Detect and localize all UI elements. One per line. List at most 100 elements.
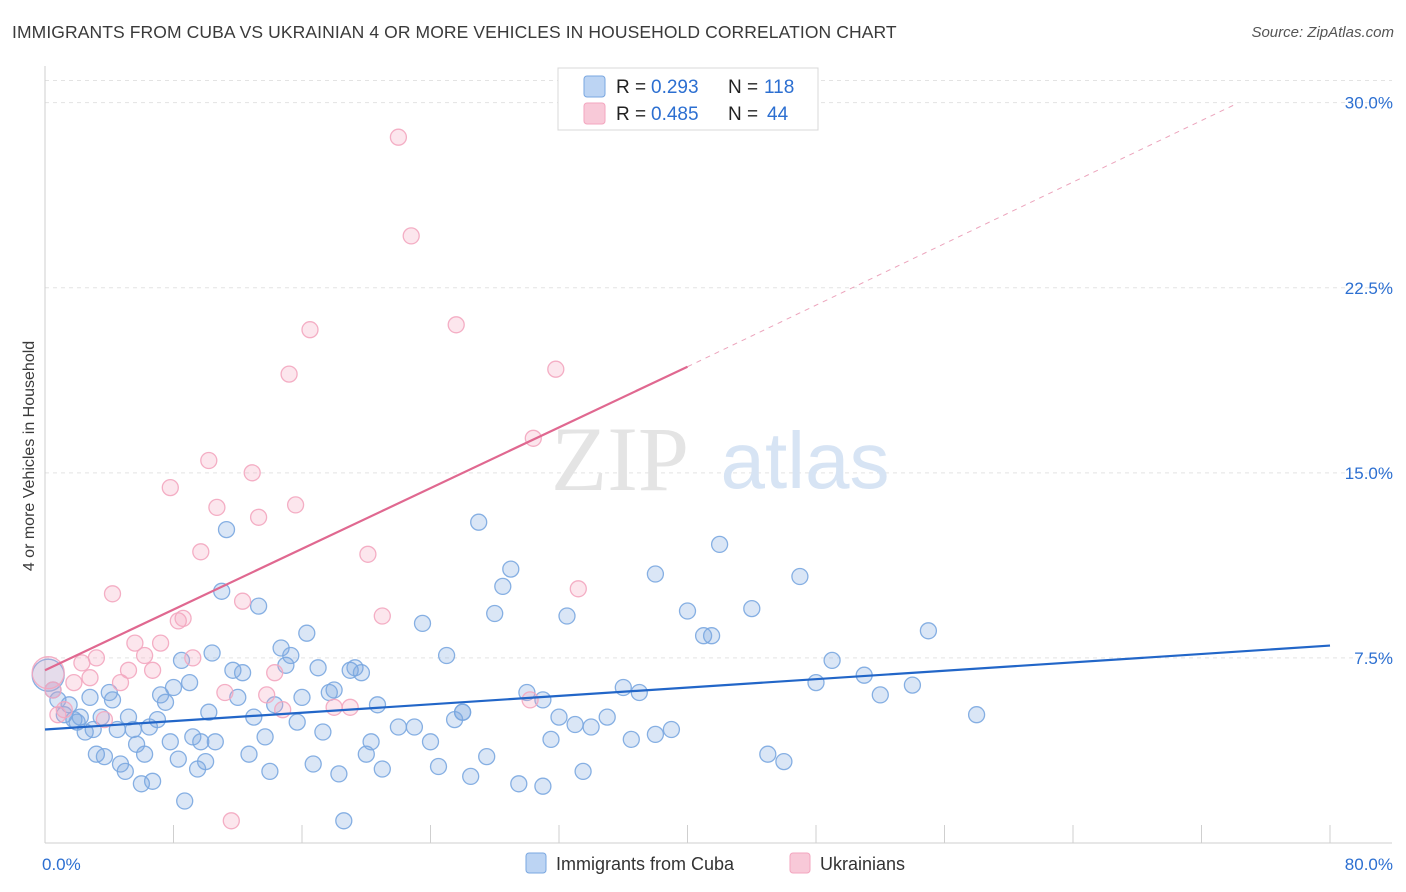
cuba-point [413,614,432,633]
cuba-point [325,681,343,699]
ukrainians-point [359,545,377,563]
watermark-zip: ZIP [551,408,689,510]
ukrainians-point [151,634,170,652]
ukrainians-point [161,478,179,497]
stats-legend: R = 0.293 N = 118 R = 0.485 N = 44 [557,67,819,131]
grid-layer [45,79,1392,659]
ukrainians-point [184,649,202,667]
bottom-legend-label-ukrainians: Ukrainians [820,854,905,874]
cuba-point [176,792,194,810]
ukrainians-point [447,316,465,334]
ukrainians-point [569,580,587,598]
cuba-point [49,691,67,709]
cuba-point [261,762,279,781]
cuba-point [373,760,391,778]
cuba-point [203,644,221,662]
cuba-point [95,747,114,766]
legend-r-value-ukrainians: 0.485 [651,104,699,125]
ukrainians-point [174,609,192,628]
y-tick-label-1: 15.0% [1345,464,1393,483]
x-tick-label-0: 0.0% [42,855,81,874]
watermark: ZIP atlas [551,408,889,510]
cuba-point [233,664,252,682]
trend-layer [44,104,1331,731]
source-label: Source: ZipAtlas.com [1251,24,1394,41]
ukrainians-point [325,698,343,716]
cuba-point [494,577,512,596]
ukrainians-point [169,612,187,630]
cuba-point [759,745,777,763]
axis-layer [44,66,1392,844]
cuba-point [582,718,600,736]
ukrainians-point [222,812,240,830]
cuba-point [156,693,175,711]
y-tick-label-0: 7.5% [1354,649,1393,668]
cuba-point [743,599,761,618]
ukrainians-point [55,701,73,719]
ukrainians-point [208,498,226,517]
y-axis-title: 4 or more Vehicles in Household [21,341,38,571]
cuba-trend-line [44,644,1331,731]
ukrainians-point [81,669,99,687]
cuba-point [240,745,258,763]
cuba-point [282,646,300,665]
cuba-point [288,713,306,731]
cuba-point [352,664,371,682]
cuba-point [453,703,472,721]
cuba-point [510,775,528,793]
cuba-point [362,733,380,751]
ukrainians-point [44,681,62,699]
cuba-point [164,678,183,697]
cuba-point [196,752,215,771]
ukrainians-point [521,691,539,709]
cuba-point [429,757,448,776]
cuba-point [678,602,697,620]
ukrainians-point [103,585,122,603]
series-legend: Immigrants from Cuba Ukrainians [525,852,905,874]
legend-n-label-ukrainians: N = [728,104,758,125]
x-tick-label-1: 80.0% [1345,855,1393,874]
cuba-point [574,762,592,781]
ukrainians-point [143,661,162,679]
y-tick-labels: 7.5% 15.0% 22.5% 30.0% [1345,94,1393,668]
cuba-point [200,703,218,721]
cuba-point [206,733,224,751]
cuba-point [807,673,825,692]
cuba-point [293,688,311,707]
cuba-point [646,725,665,744]
cuba-point [368,696,387,714]
cuba-point [919,622,938,640]
legend-n-value-ukrainians: 44 [767,104,789,125]
ukrainians-point [119,661,138,679]
ukrainians-point [402,227,420,245]
y-tick-label-2: 22.5% [1345,279,1393,298]
cuba-point [662,720,681,739]
cuba-point [437,646,456,665]
cuba-point [462,767,480,786]
ukrainians-point [200,451,218,470]
points-layer [31,128,986,830]
cuba-point [249,597,268,615]
cuba-point [180,673,199,692]
ukrainians-point [341,698,359,716]
cuba-point [314,723,332,741]
ukrainians-point [547,360,565,378]
ukrainians-point [280,365,298,383]
cuba-point [542,730,560,749]
legend-r-value-cuba: 0.293 [651,77,699,98]
chart-title: IMMIGRANTS FROM CUBA VS UKRAINIAN 4 OR M… [12,22,897,42]
cuba-point [566,715,584,734]
cuba-point [558,607,576,625]
cuba-point [646,565,665,583]
cuba-point [304,755,322,773]
cuba-point [710,535,729,554]
cuba-point [622,730,640,749]
ukrainians-point [87,649,106,667]
cuba-point [143,772,162,790]
bottom-legend-swatch-cuba [525,852,547,874]
legend-swatch-cuba [583,75,606,98]
legend-n-value-cuba: 118 [764,77,794,98]
cuba-point [132,775,151,793]
legend-n-label-cuba: N = [728,77,758,98]
ukrainians-point [266,664,284,682]
